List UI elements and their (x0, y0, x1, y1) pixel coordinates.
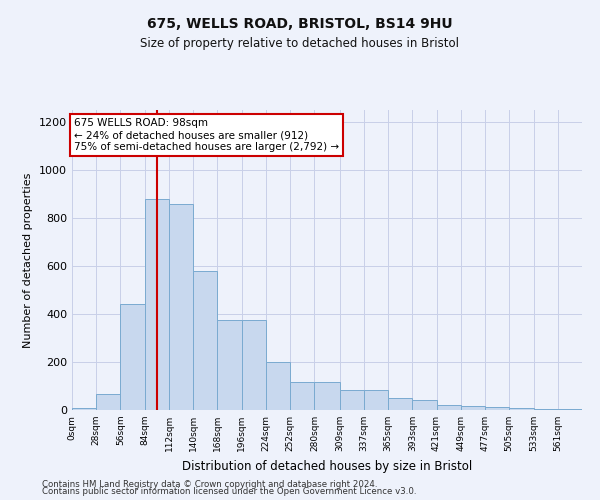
Y-axis label: Number of detached properties: Number of detached properties (23, 172, 34, 348)
Bar (533, 409, 558, 410)
X-axis label: Distribution of detached houses by size in Bristol: Distribution of detached houses by size … (182, 460, 472, 472)
Bar (340, 390, 364, 410)
Bar (364, 390, 388, 410)
Bar (145, 199, 169, 410)
Text: 675 WELLS ROAD: 98sqm
← 24% of detached houses are smaller (912)
75% of semi-det: 675 WELLS ROAD: 98sqm ← 24% of detached … (74, 118, 339, 152)
Bar (242, 320, 266, 410)
Bar (169, 204, 193, 410)
Bar (412, 400, 437, 410)
Bar (509, 408, 533, 410)
Bar (121, 304, 145, 410)
Bar (266, 362, 290, 410)
Bar (437, 405, 461, 410)
Text: Size of property relative to detached houses in Bristol: Size of property relative to detached ho… (140, 38, 460, 51)
Bar (558, 409, 582, 410)
Text: 675, WELLS ROAD, BRISTOL, BS14 9HU: 675, WELLS ROAD, BRISTOL, BS14 9HU (147, 18, 453, 32)
Bar (290, 382, 314, 410)
Bar (314, 382, 340, 410)
Text: Contains HM Land Registry data © Crown copyright and database right 2024.: Contains HM Land Registry data © Crown c… (42, 480, 377, 489)
Bar (217, 320, 242, 410)
Bar (193, 271, 217, 410)
Bar (96, 394, 121, 410)
Bar (388, 398, 412, 410)
Bar (485, 407, 509, 410)
Bar (461, 406, 485, 410)
Text: Contains public sector information licensed under the Open Government Licence v3: Contains public sector information licen… (42, 488, 416, 496)
Bar (72, 408, 96, 410)
